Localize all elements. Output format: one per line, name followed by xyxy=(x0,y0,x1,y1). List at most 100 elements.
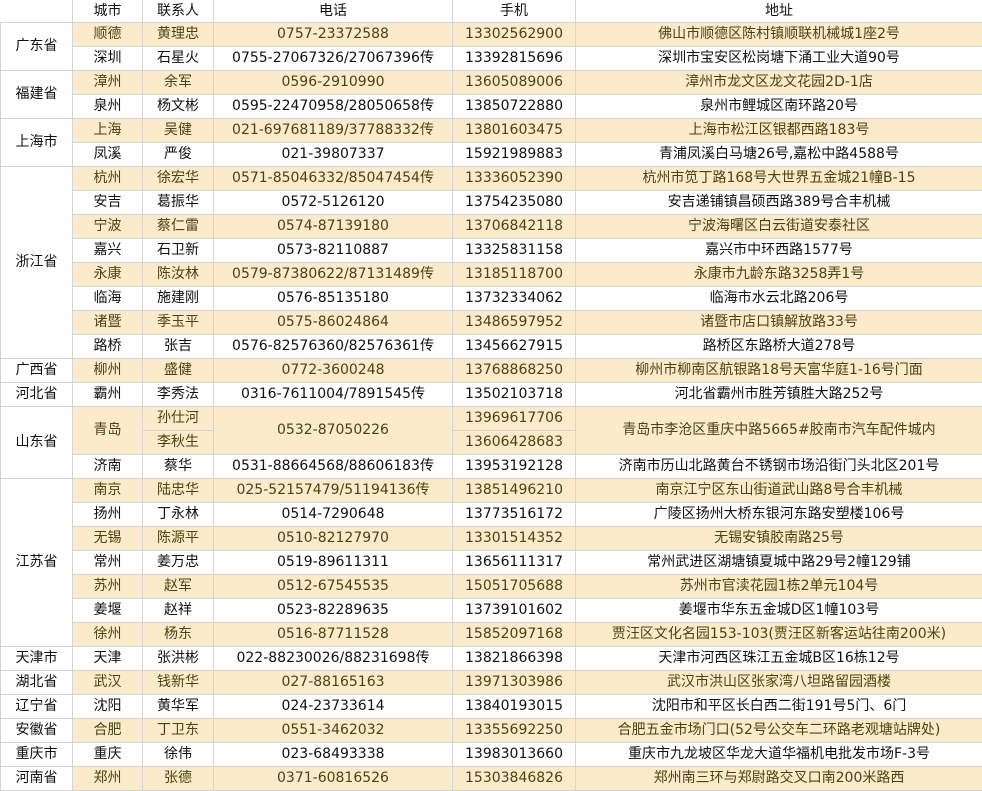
table-header: 城市 联系人 电话 手机 地址 xyxy=(1,0,982,23)
cell-person: 陈源平 xyxy=(143,527,214,551)
cell-phone: 0755-27067326/27067396传 xyxy=(214,47,453,71)
header-row: 城市 联系人 电话 手机 地址 xyxy=(1,0,982,23)
cell-mobile: 13850722880 xyxy=(453,95,576,119)
cell-phone: 024-23733614 xyxy=(214,695,453,719)
cell-province: 福建省 xyxy=(1,71,73,119)
cell-address: 泉州市鲤城区南环路20号 xyxy=(576,95,982,119)
cell-phone: 0572-5126120 xyxy=(214,191,453,215)
cell-phone: 0757-23372588 xyxy=(214,23,453,47)
cell-mobile: 13801603475 xyxy=(453,119,576,143)
cell-phone: 027-88165163 xyxy=(214,671,453,695)
cell-province: 河南省 xyxy=(1,767,73,791)
cell-address: 沈阳市和平区长白西二街191号5门、6门 xyxy=(576,695,982,719)
cell-city: 凤溪 xyxy=(73,143,143,167)
cell-phone: 0595-22470958/28050658传 xyxy=(214,95,453,119)
cell-city: 武汉 xyxy=(73,671,143,695)
cell-phone: 022-88230026/88231698传 xyxy=(214,647,453,671)
cell-city: 重庆 xyxy=(73,743,143,767)
cell-person: 陈汝林 xyxy=(143,263,214,287)
cell-phone: 0571-85046332/85047454传 xyxy=(214,167,453,191)
cell-person: 严俊 xyxy=(143,143,214,167)
cell-phone: 0551-3462032 xyxy=(214,719,453,743)
cell-address: 广陵区扬州大桥东银河东路安塑楼106号 xyxy=(576,503,982,527)
header-cell-mobile: 手机 xyxy=(453,0,576,23)
cell-mobile: 13301514352 xyxy=(453,527,576,551)
cell-city: 郑州 xyxy=(73,767,143,791)
cell-mobile: 13821866398 xyxy=(453,647,576,671)
cell-mobile: 13851496210 xyxy=(453,479,576,503)
cell-address: 合肥五金市场门口(52号公交车二环路老观塘站牌处) xyxy=(576,719,982,743)
cell-mobile: 13739101602 xyxy=(453,599,576,623)
cell-mobile: 13706842118 xyxy=(453,215,576,239)
cell-mobile: 13953192128 xyxy=(453,455,576,479)
cell-province: 江苏省 xyxy=(1,479,73,647)
cell-mobile: 13325831158 xyxy=(453,239,576,263)
cell-city: 临海 xyxy=(73,287,143,311)
cell-province: 湖北省 xyxy=(1,671,73,695)
cell-phone: 0579-87380622/87131489传 xyxy=(214,263,453,287)
cell-person: 季玉平 xyxy=(143,311,214,335)
cell-address: 南京江宁区东山街道武山路8号合丰机械 xyxy=(576,479,982,503)
cell-province: 广东省 xyxy=(1,23,73,71)
cell-province: 辽宁省 xyxy=(1,695,73,719)
cell-mobile: 13606428683 xyxy=(453,431,576,455)
cell-mobile: 13840193015 xyxy=(453,695,576,719)
cell-city: 青岛 xyxy=(73,407,143,455)
cell-address: 常州武进区湖塘镇夏城中路29号2幢129铺 xyxy=(576,551,982,575)
cell-mobile: 13185118700 xyxy=(453,263,576,287)
cell-address: 临海市水云北路206号 xyxy=(576,287,982,311)
cell-address: 柳州市柳南区航银路18号天富华庭1-16号门面 xyxy=(576,359,982,383)
cell-phone: 025-52157479/51194136传 xyxy=(214,479,453,503)
cell-city: 柳州 xyxy=(73,359,143,383)
cell-person: 李秋生 xyxy=(143,431,214,455)
cell-person: 赵军 xyxy=(143,575,214,599)
cell-person: 陆忠华 xyxy=(143,479,214,503)
cell-phone: 0532-87050226 xyxy=(214,407,453,455)
cell-city: 扬州 xyxy=(73,503,143,527)
cell-person: 赵祥 xyxy=(143,599,214,623)
cell-address: 路桥区东路桥大道278号 xyxy=(576,335,982,359)
cell-province: 河北省 xyxy=(1,383,73,407)
cell-city: 徐州 xyxy=(73,623,143,647)
cell-city: 苏州 xyxy=(73,575,143,599)
cell-address: 佛山市顺德区陈村镇顺联机械城1座2号 xyxy=(576,23,982,47)
cell-phone: 0576-85135180 xyxy=(214,287,453,311)
header-cell-person: 联系人 xyxy=(143,0,214,23)
cell-person: 施建刚 xyxy=(143,287,214,311)
cell-mobile: 13456627915 xyxy=(453,335,576,359)
cell-address: 深圳市宝安区松岗塘下涌工业大道90号 xyxy=(576,47,982,71)
cell-city: 常州 xyxy=(73,551,143,575)
cell-mobile: 13355692250 xyxy=(453,719,576,743)
cell-city: 杭州 xyxy=(73,167,143,191)
cell-city: 姜堰 xyxy=(73,599,143,623)
cell-city: 漳州 xyxy=(73,71,143,95)
cell-mobile: 13486597952 xyxy=(453,311,576,335)
cell-city: 济南 xyxy=(73,455,143,479)
cell-address: 济南市历山北路黄台不锈钢市场沿街门头北区201号 xyxy=(576,455,982,479)
cell-person: 盛健 xyxy=(143,359,214,383)
cell-mobile: 13605089006 xyxy=(453,71,576,95)
cell-person: 蔡仁雷 xyxy=(143,215,214,239)
cell-address: 天津市河西区珠江五金城B区16栋12号 xyxy=(576,647,982,671)
cell-person: 石星火 xyxy=(143,47,214,71)
cell-mobile: 15303846826 xyxy=(453,767,576,791)
cell-person: 石卫新 xyxy=(143,239,214,263)
cell-city: 霸州 xyxy=(73,383,143,407)
cell-person: 孙仕河 xyxy=(143,407,214,431)
cell-person: 李秀法 xyxy=(143,383,214,407)
cell-city: 宁波 xyxy=(73,215,143,239)
cell-person: 黄华军 xyxy=(143,695,214,719)
cell-province: 广西省 xyxy=(1,359,73,383)
